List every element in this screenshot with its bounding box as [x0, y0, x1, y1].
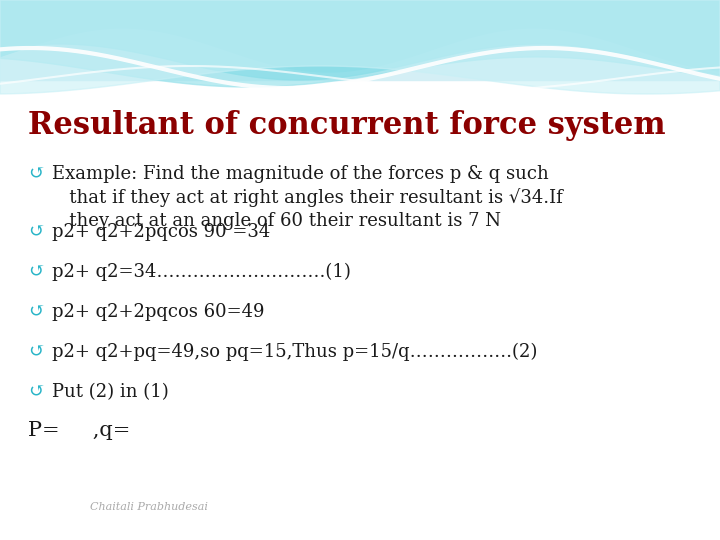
Text: ↺: ↺: [28, 343, 45, 361]
Text: p2+ q2=34……………………….(1): p2+ q2=34……………………….(1): [52, 263, 351, 281]
Text: Example: Find the magnitude of the forces p & q such
   that if they act at righ: Example: Find the magnitude of the force…: [52, 165, 563, 230]
Text: Chaitali Prabhudesai: Chaitali Prabhudesai: [90, 502, 208, 512]
Text: ↺: ↺: [28, 263, 45, 281]
Text: Resultant of concurrent force system: Resultant of concurrent force system: [28, 110, 665, 141]
Text: p2+ q2+pq=49,so pq=15,Thus p=15/q……………..(2): p2+ q2+pq=49,so pq=15,Thus p=15/q……………..…: [52, 343, 537, 361]
Text: p2+ q2+2pqcos 90 =34: p2+ q2+2pqcos 90 =34: [52, 223, 270, 241]
Text: p2+ q2+2pqcos 60=49: p2+ q2+2pqcos 60=49: [52, 303, 264, 321]
Text: P=     ,q=: P= ,q=: [28, 421, 130, 440]
Text: ↺: ↺: [28, 383, 45, 401]
Text: ↺: ↺: [28, 303, 45, 321]
Text: ↺: ↺: [28, 165, 45, 183]
Text: Put (2) in (1): Put (2) in (1): [52, 383, 168, 401]
Text: ↺: ↺: [28, 223, 45, 241]
